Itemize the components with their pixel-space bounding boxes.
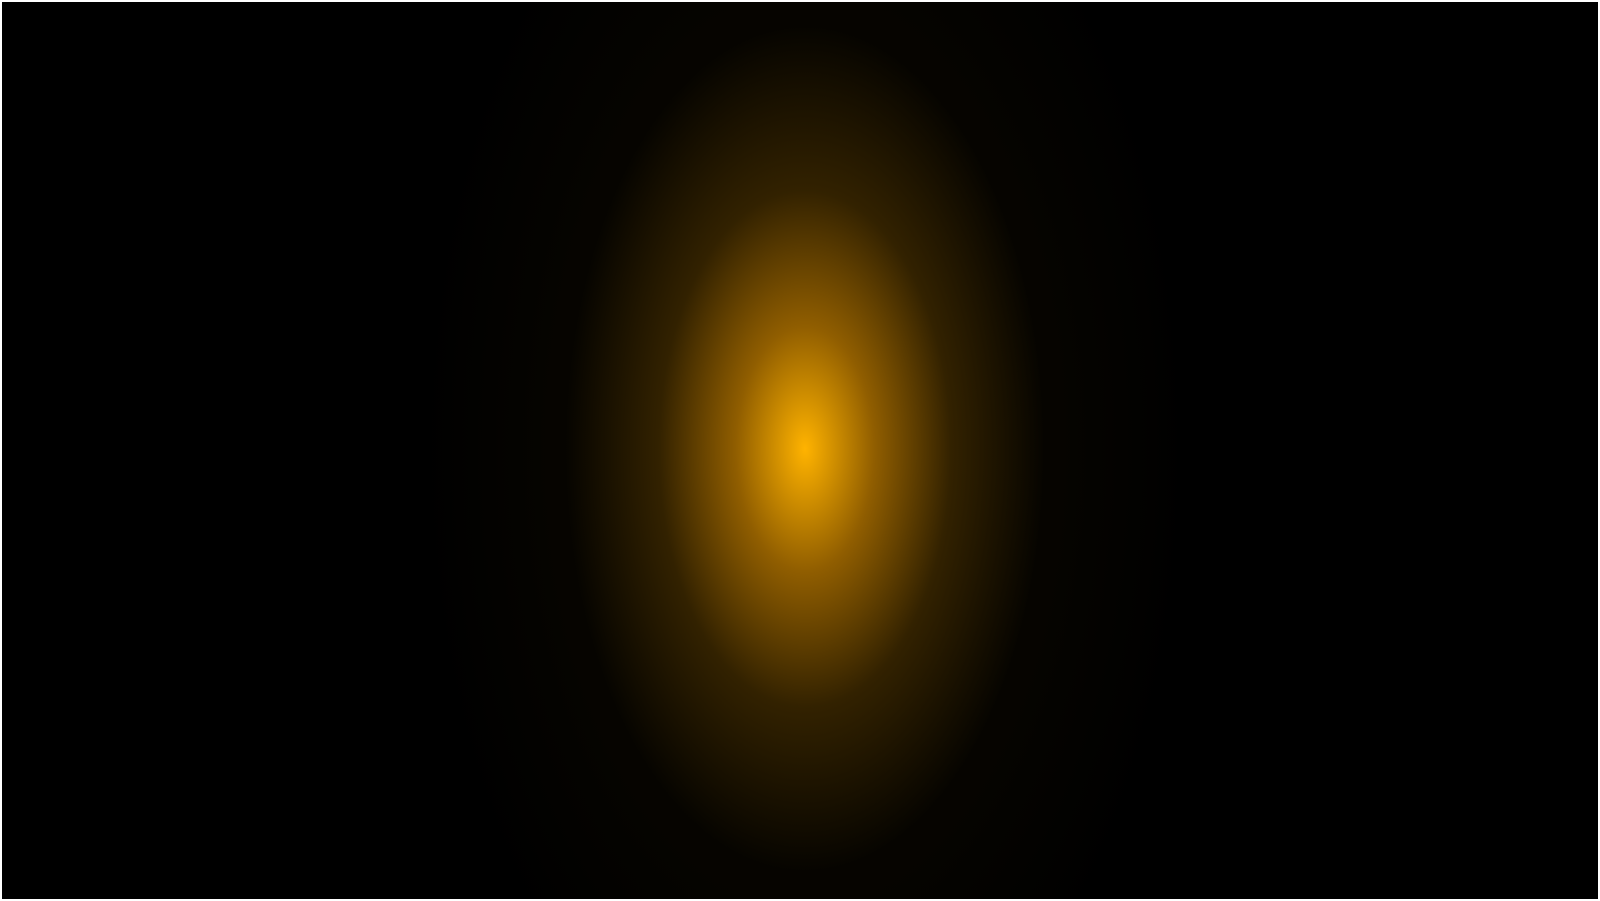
golden-radial-glow: [2, 2, 1598, 899]
dark-canvas: [2, 2, 1598, 899]
